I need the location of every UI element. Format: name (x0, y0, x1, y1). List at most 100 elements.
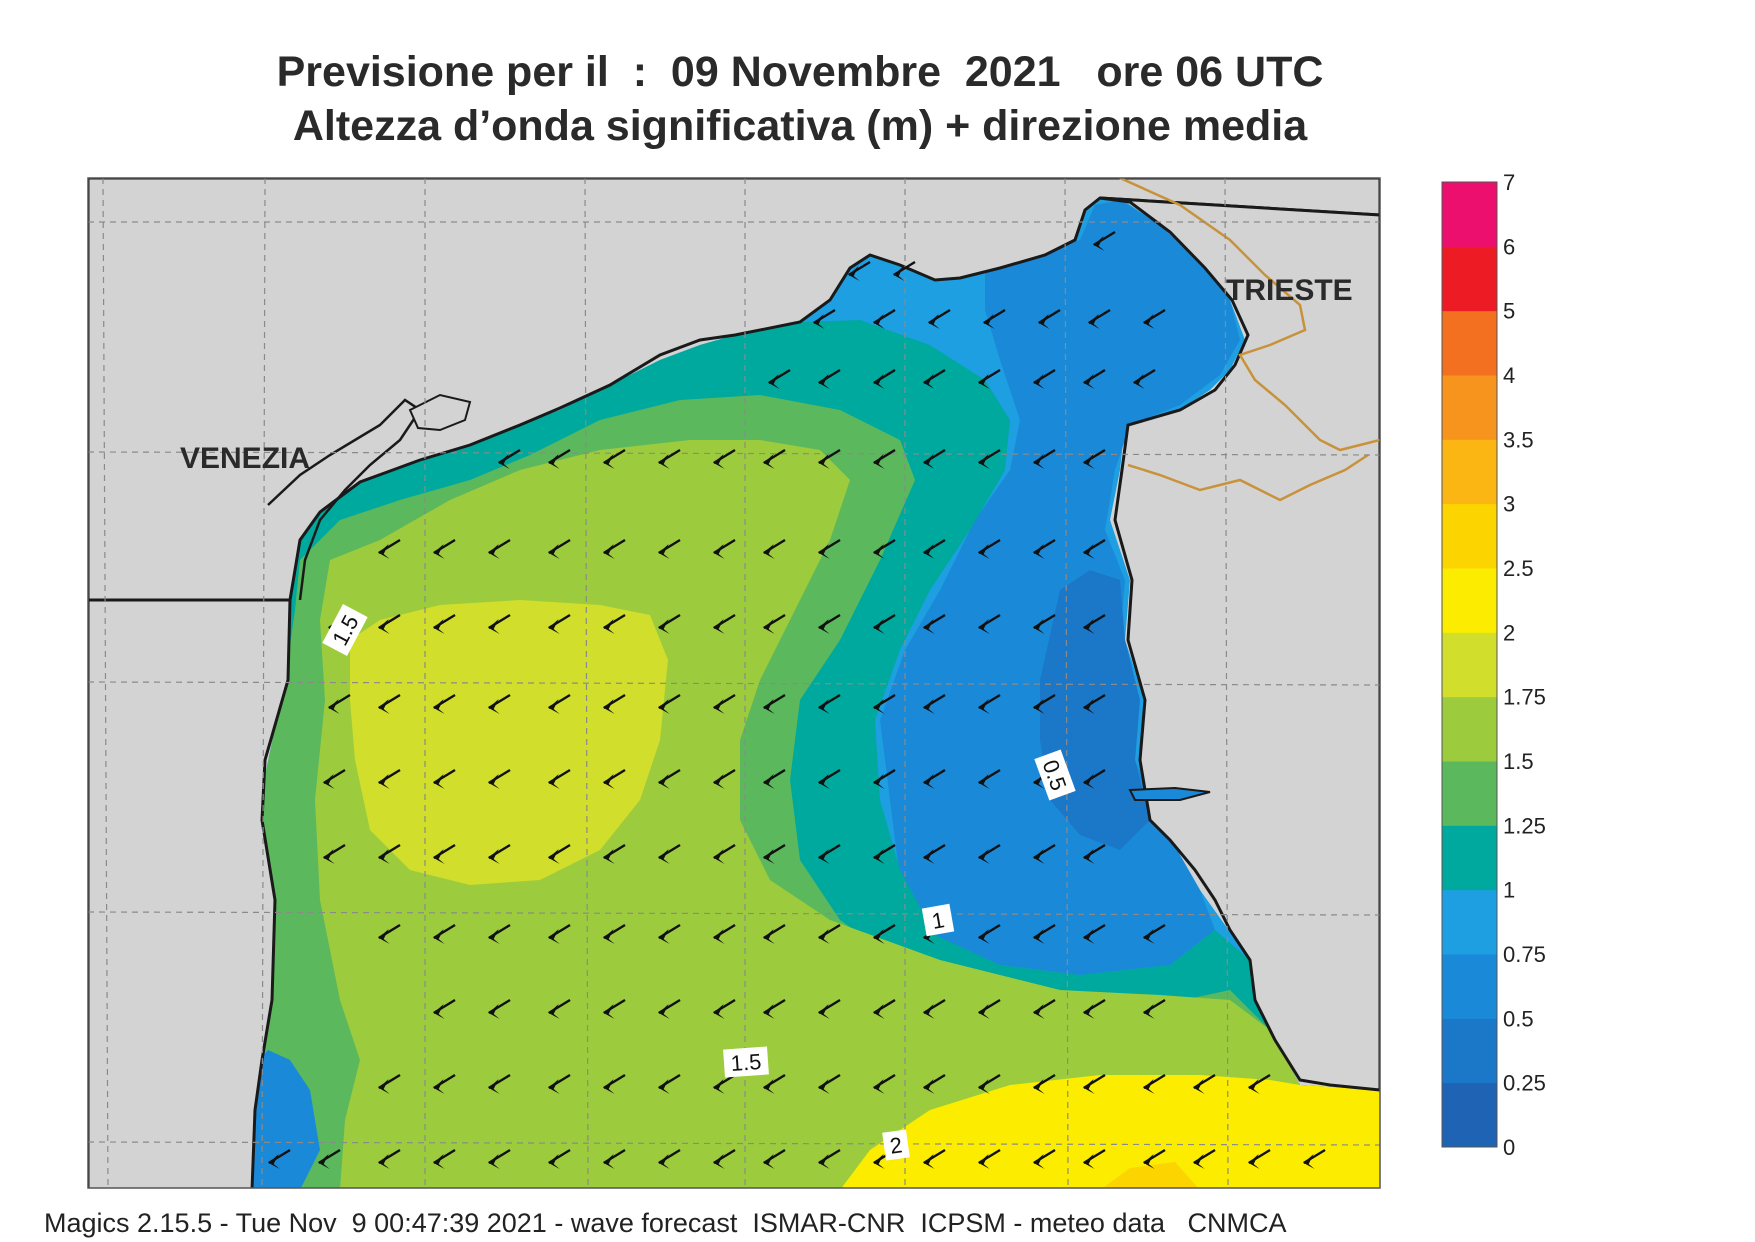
wave-arrow-head (818, 619, 830, 634)
wave-arrow-head (978, 544, 990, 559)
legend-label: 2 (1503, 620, 1515, 645)
sea-zone-2-2.5 (841, 1075, 1380, 1188)
wave-arrow-head (488, 1004, 500, 1019)
wave-arrow-head (548, 929, 560, 944)
wave-arrow-head (378, 849, 390, 864)
wave-arrow-head (818, 1079, 830, 1094)
contour-label-1: 1 (921, 903, 955, 937)
contour-text: 1.5 (730, 1049, 762, 1076)
wave-arrow-head (1143, 314, 1155, 329)
footer-credits: Magics 2.15.5 - Tue Nov 9 00:47:39 2021 … (44, 1208, 1287, 1238)
wave-arrow-head (323, 774, 335, 789)
legend-label: 4 (1503, 363, 1515, 388)
wave-arrow-head (813, 314, 825, 329)
wave-arrow-head (1033, 544, 1045, 559)
wave-arrow-head (548, 1079, 560, 1094)
wave-arrow-head (268, 1154, 280, 1169)
wave-arrow-head (603, 774, 615, 789)
wave-arrow-head (658, 454, 670, 469)
wave-arrow-head (603, 1079, 615, 1094)
wave-arrow-head (603, 1154, 615, 1169)
wave-arrow-head (978, 1004, 990, 1019)
wave-arrow-head (923, 699, 935, 714)
map-frame (87, 177, 1381, 1189)
wave-arrow-head (1083, 774, 1095, 789)
wave-arrow-head (893, 266, 905, 281)
wave-arrow-head (433, 544, 445, 559)
legend-swatch (1442, 182, 1497, 247)
wave-arrow-head (1033, 619, 1045, 634)
wave-arrow-head (763, 454, 775, 469)
wave-arrow-head (1193, 1079, 1205, 1094)
wave-arrow-head (1033, 849, 1045, 864)
wave-arrow-head (433, 1154, 445, 1169)
wave-arrow-head (488, 619, 500, 634)
legend-swatch (1442, 696, 1497, 762)
wave-arrow-head (1033, 374, 1045, 389)
wave-arrow-head (1143, 1154, 1155, 1169)
wave-arrow-head (713, 849, 725, 864)
wave-arrow-head (1093, 236, 1105, 251)
legend-swatch (1442, 761, 1497, 826)
wave-arrow-head (488, 849, 500, 864)
legend-label: 0.5 (1503, 1006, 1534, 1031)
wave-arrow-head (978, 374, 990, 389)
trieste-gulf-inlet (1128, 786, 1211, 801)
wave-arrow-head (713, 619, 725, 634)
national-border-2 (1127, 453, 1369, 502)
wave-arrow-head (378, 619, 390, 634)
wave-arrow-head (548, 849, 560, 864)
wave-arrow-head (1088, 314, 1100, 329)
wave-arrow-head (818, 544, 830, 559)
wave-arrow-head (873, 849, 885, 864)
legend-label: 1 (1503, 878, 1515, 903)
wave-arrow-head (873, 454, 885, 469)
wave-arrow-head (1083, 929, 1095, 944)
wave-arrow-head (1038, 314, 1050, 329)
wave-arrow-head (658, 1079, 670, 1094)
legend-swatch (1442, 439, 1497, 505)
wave-arrow-head (923, 774, 935, 789)
legend-label: 1.75 (1503, 685, 1546, 710)
wave-arrow-head (1193, 1154, 1205, 1169)
wave-arrow-head (1143, 1079, 1155, 1094)
land-veneto (88, 598, 292, 1188)
wave-arrow-head (818, 1004, 830, 1019)
wave-arrow-head (848, 266, 860, 281)
wave-arrow-head (923, 454, 935, 469)
wave-arrow-head (1133, 374, 1145, 389)
wave-arrow-head (1083, 849, 1095, 864)
wave-arrow-head (978, 774, 990, 789)
wave-arrow-head (763, 1004, 775, 1019)
wave-arrow-head (658, 929, 670, 944)
legend-label: 3 (1503, 492, 1515, 517)
place-venezia: VENEZIA (180, 442, 310, 475)
graticule (88, 178, 1380, 1188)
wave-arrow-head (763, 849, 775, 864)
wave-direction-arrows (268, 230, 1326, 1169)
legend-swatch (1442, 825, 1497, 891)
wave-arrow-head (488, 699, 500, 714)
legend-swatch (1442, 1082, 1497, 1148)
wave-arrow-head (498, 454, 510, 469)
wave-arrow-head (548, 774, 560, 789)
national-border (1119, 178, 1380, 452)
wave-arrow-head (328, 699, 340, 714)
wave-arrow-head (658, 544, 670, 559)
wave-arrow-head (1033, 1154, 1045, 1169)
wave-arrow-head (818, 929, 830, 944)
legend-swatch (1442, 632, 1497, 698)
wave-arrow-head (763, 774, 775, 789)
wave-arrow-head (713, 699, 725, 714)
wave-arrow-head (1143, 1004, 1155, 1019)
contour-text: 2 (888, 1132, 904, 1158)
wave-arrow-head (1083, 699, 1095, 714)
wave-arrow-head (1083, 619, 1095, 634)
wave-arrow-head (378, 774, 390, 789)
wave-arrow-head (1033, 1079, 1045, 1094)
wave-arrow-head (978, 1079, 990, 1094)
wave-arrow-head (1303, 1154, 1315, 1169)
wave-arrow-head (323, 849, 335, 864)
legend-label: 7 (1503, 170, 1515, 195)
